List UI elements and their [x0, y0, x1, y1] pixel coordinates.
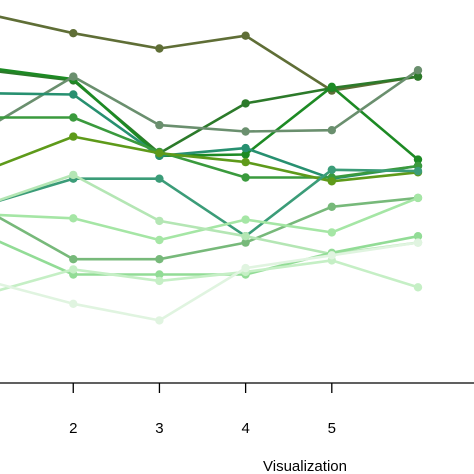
data-point: [327, 202, 336, 211]
data-point: [413, 66, 423, 75]
data-point: [155, 120, 164, 130]
data-point: [241, 238, 250, 247]
x-axis-label: Visualization: [263, 458, 347, 474]
data-point: [241, 173, 250, 182]
series-line: [0, 173, 419, 256]
data-point: [241, 127, 250, 136]
data-point: [155, 174, 164, 183]
data-point: [69, 132, 78, 141]
series-line: [0, 68, 419, 161]
data-point: [155, 149, 164, 158]
data-point: [69, 170, 78, 180]
series-line: [0, 168, 419, 238]
data-point: [69, 299, 78, 308]
data-point: [413, 283, 423, 292]
series-8: [0, 165, 423, 241]
x-tick-label: 3: [155, 420, 163, 437]
data-point: [327, 82, 336, 92]
data-point: [155, 276, 164, 286]
data-point: [69, 113, 78, 122]
x-axis-ticks: 2 3 4 5: [69, 383, 336, 437]
x-tick-label: 4: [241, 420, 249, 437]
data-point: [327, 165, 336, 174]
data-point: [155, 255, 164, 264]
x-tick-label: 5: [328, 420, 336, 437]
data-point: [69, 29, 78, 38]
data-point: [69, 265, 78, 274]
data-point: [241, 232, 250, 241]
series-line: [0, 234, 419, 276]
series-line: [0, 116, 419, 179]
series-line: [0, 69, 419, 133]
series-14: [0, 238, 423, 325]
data-point: [413, 238, 423, 247]
data-point: [241, 157, 250, 167]
data-point: [413, 166, 423, 176]
series-line: [0, 15, 419, 92]
series-line: [0, 241, 419, 322]
data-point: [155, 44, 164, 53]
data-point: [241, 263, 250, 273]
data-point: [155, 270, 164, 279]
data-point: [413, 72, 423, 81]
data-point: [327, 228, 336, 237]
data-point: [327, 251, 336, 260]
series-10: [0, 193, 423, 245]
x-tick-label: 2: [69, 420, 77, 437]
series-line: [0, 196, 419, 261]
data-point: [69, 255, 78, 264]
data-point: [413, 232, 423, 241]
series-layer: [0, 15, 423, 325]
data-point: [327, 126, 336, 135]
data-point: [69, 214, 78, 223]
data-point: [327, 177, 336, 186]
data-point: [155, 316, 164, 325]
series-line: [0, 135, 419, 183]
data-point: [413, 193, 423, 203]
data-point: [155, 235, 164, 245]
series-line: [0, 259, 419, 292]
data-point: [241, 99, 250, 108]
data-point: [241, 215, 250, 224]
data-point: [413, 155, 423, 164]
series-4: [0, 66, 423, 136]
data-point: [155, 216, 164, 226]
data-point: [69, 90, 78, 99]
data-point: [241, 150, 250, 159]
data-point: [241, 143, 250, 153]
data-point: [69, 72, 78, 81]
data-point: [241, 31, 250, 40]
